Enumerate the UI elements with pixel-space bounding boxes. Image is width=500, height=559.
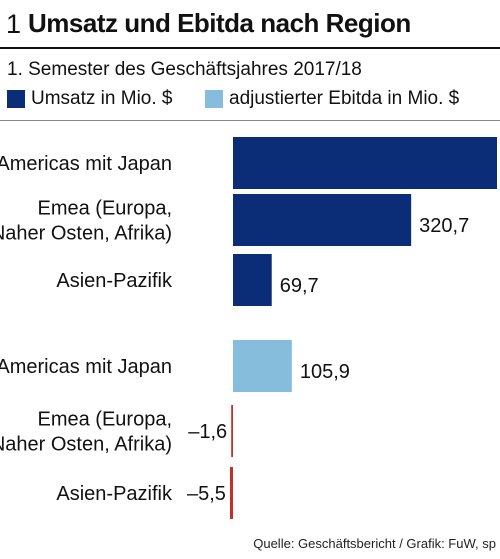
category-label-1-1-0: Emea (Europa, xyxy=(37,409,172,431)
legend-item-ebitda: adjustierter Ebitda in Mio. $ xyxy=(205,88,459,110)
value-label-1-2: –5,5 xyxy=(187,483,226,505)
category-label-1-1-1: Naher Osten, Afrika) xyxy=(0,434,172,456)
category-label-1-2-0: Asien-Pazifik xyxy=(56,483,173,505)
legend-swatch-umsatz xyxy=(7,90,25,108)
chart-subtitle: 1. Semester des Geschäftsjahres 2017/18 xyxy=(7,59,362,80)
legend-label-ebitda: adjustierter Ebitda in Mio. $ xyxy=(229,88,460,109)
bar-0-1 xyxy=(233,194,412,246)
chart-title: Umsatz und Ebitda nach Region xyxy=(28,8,411,38)
value-label-0-2: 69,7 xyxy=(280,275,319,297)
legend-item-umsatz: Umsatz in Mio. $ xyxy=(7,88,172,110)
legend: Umsatz in Mio. $ adjustierter Ebitda in … xyxy=(0,88,500,114)
legend-swatch-ebitda xyxy=(205,90,223,108)
value-label-0-1: 320,7 xyxy=(419,215,469,237)
legend-label-umsatz: Umsatz in Mio. $ xyxy=(31,88,173,109)
figure-number: 1 xyxy=(6,9,22,39)
value-label-1-1: –1,6 xyxy=(188,421,227,443)
category-label-0-2-0: Asien-Pazifik xyxy=(56,270,173,292)
legend-separator xyxy=(0,120,500,121)
source-note: Quelle: Geschäftsbericht / Grafik: FuW, … xyxy=(253,536,496,551)
bar-1-2 xyxy=(229,467,233,519)
value-label-1-0: 105,9 xyxy=(300,361,350,383)
bar-0-0 xyxy=(233,137,497,189)
category-label-1-0-0: Americas mit Japan xyxy=(0,356,172,378)
bar-0-2 xyxy=(233,254,272,306)
category-label-0-1-1: Naher Osten, Afrika) xyxy=(0,223,172,245)
category-label-0-0-0: Americas mit Japan xyxy=(0,153,172,175)
category-label-0-1-0: Emea (Europa, xyxy=(37,198,172,220)
bar-1-0 xyxy=(233,340,292,392)
title-rule xyxy=(0,47,500,49)
bar-1-1 xyxy=(231,405,233,457)
